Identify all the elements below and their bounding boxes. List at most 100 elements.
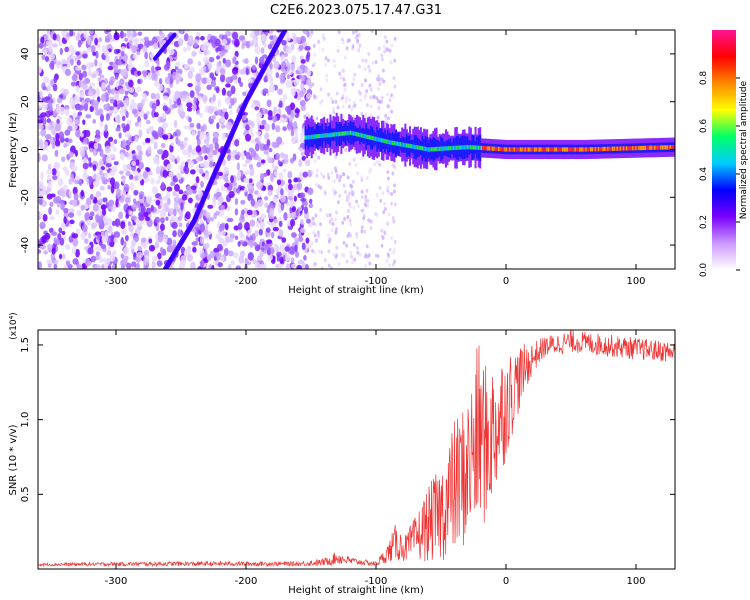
noise-speck	[211, 76, 217, 81]
noise-speck	[128, 58, 132, 66]
carrier-core	[666, 145, 669, 150]
carrier-core	[541, 147, 544, 152]
noise-speck	[287, 183, 293, 191]
noise-speck	[348, 218, 352, 223]
noise-speck	[264, 108, 268, 115]
noise-speck	[301, 155, 306, 161]
noise-speck	[61, 230, 66, 235]
noise-speck	[279, 116, 285, 123]
noise-speck	[98, 61, 103, 70]
noise-speck	[175, 74, 182, 82]
noise-speck	[327, 263, 331, 268]
noise-speck	[39, 90, 43, 99]
noise-speck	[366, 103, 369, 108]
noise-speck	[68, 138, 73, 144]
noise-speck	[364, 59, 368, 64]
noise-speck	[270, 246, 274, 255]
carrier-core	[429, 147, 432, 152]
carrier-core	[546, 147, 549, 152]
noise-speck	[234, 235, 239, 241]
noise-speck	[173, 201, 179, 211]
carrier-core	[644, 145, 647, 151]
noise-speck	[186, 185, 192, 192]
noise-speck	[195, 176, 200, 184]
noise-speck	[95, 50, 99, 59]
noise-speck	[138, 129, 143, 138]
noise-speck	[150, 92, 156, 100]
noise-speck	[182, 90, 187, 96]
noise-speck	[119, 107, 126, 117]
noise-speck	[39, 212, 43, 218]
noise-speck	[215, 87, 220, 94]
noise-speck	[199, 162, 205, 168]
noise-speck	[301, 262, 306, 269]
noise-speck	[230, 156, 235, 161]
noise-speck	[386, 252, 390, 257]
noise-speck	[136, 86, 142, 93]
noise-speck	[195, 73, 202, 82]
noise-speck	[68, 151, 74, 158]
noise-speck	[137, 43, 144, 49]
noise-speck	[148, 238, 153, 244]
carrier-core	[468, 145, 471, 150]
noise-speck	[371, 60, 375, 65]
carrier-core	[326, 133, 329, 138]
noise-speck	[247, 229, 251, 238]
noise-speck	[120, 264, 125, 269]
noise-speck	[101, 236, 108, 244]
noise-speck	[207, 204, 214, 209]
carrier-core	[465, 145, 468, 150]
noise-speck	[68, 190, 73, 198]
noise-speck	[152, 186, 159, 195]
noise-speck	[267, 157, 273, 164]
noise-speck	[261, 241, 265, 247]
noise-speck	[343, 82, 347, 87]
noise-speck	[94, 264, 101, 269]
noise-speck	[267, 43, 273, 50]
noise-speck	[203, 50, 208, 56]
noise-speck	[115, 127, 121, 132]
noise-speck	[346, 38, 350, 43]
noise-speck	[154, 240, 160, 249]
noise-speck	[179, 106, 184, 111]
noise-speck	[138, 161, 144, 170]
noise-speck	[249, 219, 256, 227]
noise-speck	[153, 141, 158, 150]
carrier-core	[672, 145, 675, 150]
noise-speck	[58, 253, 63, 260]
noise-speck	[250, 103, 256, 109]
noise-speck	[104, 38, 111, 43]
noise-speck	[124, 90, 129, 96]
noise-speck	[128, 87, 135, 93]
noise-speck	[300, 151, 305, 157]
noise-speck	[99, 185, 105, 191]
noise-speck	[305, 237, 310, 244]
noise-speck	[136, 70, 142, 76]
noise-speck	[366, 203, 370, 208]
noise-speck	[157, 126, 163, 134]
noise-speck	[338, 178, 342, 183]
chirp-track-core	[164, 30, 287, 269]
noise-speck	[47, 163, 52, 171]
noise-speck	[283, 211, 288, 221]
noise-speck	[257, 192, 262, 198]
noise-speck	[365, 89, 369, 94]
noise-speck	[283, 52, 289, 58]
noise-speck	[259, 124, 265, 130]
noise-speck	[192, 104, 197, 112]
noise-speck	[346, 233, 350, 238]
carrier-core	[502, 147, 505, 152]
noise-speck	[114, 218, 121, 227]
noise-speck	[87, 90, 94, 97]
noise-speck	[342, 77, 346, 82]
colorbar: 0.0 0.2 0.4 0.6 0.8 Normalized spectral ampl…	[699, 30, 749, 277]
noise-speck	[283, 156, 289, 164]
noise-speck	[122, 68, 129, 77]
noise-speck	[84, 238, 89, 244]
noise-speck	[377, 86, 380, 91]
noise-speck	[131, 98, 135, 105]
noise-speck	[313, 159, 317, 164]
noise-speck	[225, 121, 233, 130]
noise-speck	[134, 136, 139, 143]
noise-speck	[322, 36, 326, 41]
